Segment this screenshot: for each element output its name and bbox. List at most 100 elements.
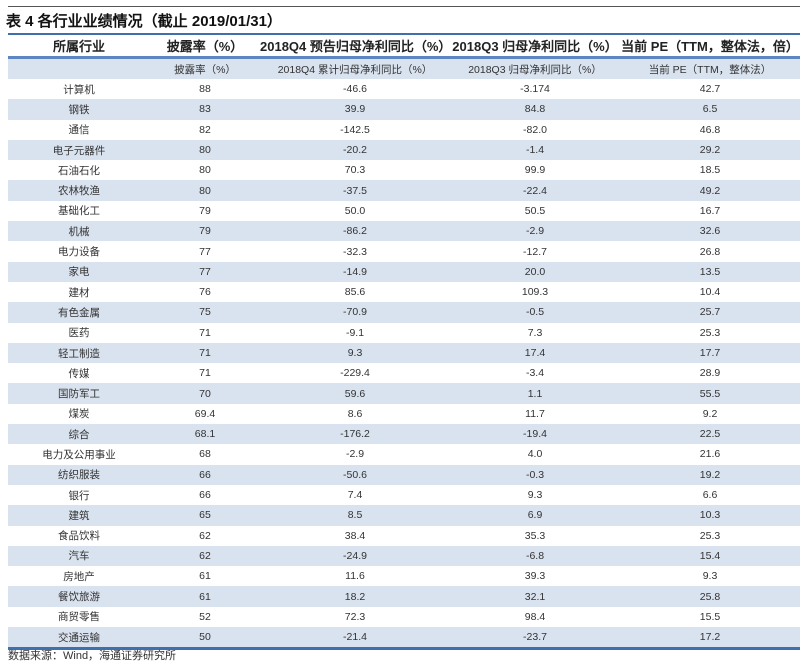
col-header: 2018Q4 预告归母净利同比（%） (260, 33, 451, 59)
industry-cell: 交通运输 (8, 627, 150, 651)
industry-cell: 有色金属 (8, 302, 150, 323)
table-row: 食品饮料 62 38.4 35.3 25.3 (8, 526, 800, 546)
value-cell: 18.2 (260, 586, 450, 607)
value-cell: 26.8 (699, 245, 721, 258)
value-cell: 17.2 (620, 627, 800, 651)
value-cell: 25.7 (620, 302, 800, 323)
value-cell: 80 (199, 164, 211, 177)
value-cell: 82 (199, 123, 211, 136)
subheader-cell: 2018Q4 累计归母净利同比（%） (260, 57, 450, 79)
col-header: 2018Q3 归母净利同比（%） (450, 33, 620, 59)
value-cell: -23.7 (450, 627, 620, 651)
table-row: 通信 82 -142.5 -82.0 46.8 (8, 120, 800, 140)
value-cell: 109.3 (521, 286, 549, 299)
industry-cell: 建筑 (8, 505, 150, 526)
value-cell: 69.4 (194, 407, 216, 420)
value-cell: 52 (199, 610, 211, 623)
value-cell: 84.8 (450, 99, 620, 120)
value-cell: 39.9 (260, 99, 450, 120)
value-cell: -32.3 (343, 245, 367, 258)
value-cell: 22.5 (620, 424, 800, 445)
value-cell: -2.9 (345, 448, 365, 461)
value-cell: -229.4 (340, 367, 370, 380)
value-cell: 70.3 (344, 164, 366, 177)
table-row: 石油石化 80 70.3 99.9 18.5 (8, 160, 800, 180)
table-row: 电力及公用事业 68 -2.9 4.0 21.6 (8, 444, 800, 464)
industry-cell: 机械 (8, 221, 150, 242)
value-cell: 9.2 (702, 407, 718, 420)
industry-cell: 计算机 (63, 83, 95, 96)
value-cell: 71 (199, 326, 211, 339)
value-cell: 35.3 (524, 529, 546, 542)
table-row: 钢铁 83 39.9 84.8 6.5 (8, 99, 800, 120)
value-cell: 9.3 (260, 342, 450, 364)
value-cell: 66 (199, 489, 211, 502)
value-cell: -1.4 (450, 139, 620, 161)
subheader-cell (8, 57, 150, 79)
value-cell: -9.1 (345, 326, 365, 339)
source-note: 数据来源：Wind，海通证券研究所 (8, 650, 177, 662)
table-row: 建材 76 85.6 109.3 10.4 (8, 282, 800, 302)
value-cell: 13.5 (620, 261, 800, 282)
value-cell: 25.8 (620, 586, 800, 607)
subheader-row: 披露率（%） 2018Q4 累计归母净利同比（%） 2018Q3 归母净利同比（… (8, 57, 800, 79)
industry-performance-table: 所属行业 披露率（%） 2018Q4 预告归母净利同比（%） 2018Q3 归母… (8, 33, 800, 651)
value-cell: 10.4 (699, 286, 721, 299)
value-cell: -20.2 (260, 139, 450, 161)
value-cell: 62 (150, 545, 260, 567)
col-header: 披露率（%） (150, 33, 260, 59)
value-cell: 83 (150, 99, 260, 120)
table-row: 煤炭 69.4 8.6 11.7 9.2 (8, 404, 800, 424)
industry-cell: 石油石化 (58, 164, 100, 177)
value-cell: 59.6 (260, 383, 450, 404)
value-cell: 6.5 (620, 99, 800, 120)
value-cell: 9.3 (527, 489, 543, 502)
industry-cell: 农林牧渔 (8, 180, 150, 201)
industry-cell: 基础化工 (58, 205, 100, 218)
industry-cell: 电力及公用事业 (42, 448, 116, 461)
value-cell: 65 (150, 505, 260, 526)
top-rule (8, 6, 800, 7)
col-header: 当前 PE（TTM，整体法，倍） (620, 33, 800, 59)
table-row: 餐饮旅游 61 18.2 32.1 25.8 (8, 586, 800, 607)
value-cell: 50 (150, 627, 260, 651)
value-cell: -50.6 (260, 464, 450, 485)
value-cell: 88 (199, 83, 211, 96)
value-cell: 39.3 (524, 570, 546, 583)
value-cell: 49.2 (620, 180, 800, 201)
table-row: 传媒 71 -229.4 -3.4 28.9 (8, 363, 800, 383)
table-row: 交通运输 50 -21.4 -23.7 17.2 (8, 627, 800, 651)
value-cell: 46.8 (699, 123, 721, 136)
industry-cell: 汽车 (8, 545, 150, 567)
table-row: 建筑 65 8.5 6.9 10.3 (8, 505, 800, 526)
value-cell: 61 (199, 570, 211, 583)
table-row: 轻工制造 71 9.3 17.4 17.7 (8, 342, 800, 364)
value-cell: 38.4 (344, 529, 366, 542)
value-cell: 1.1 (450, 383, 620, 404)
table-title: 表 4 各行业业绩情况（截止 2019/01/31） (6, 13, 282, 30)
value-cell: 77 (199, 245, 211, 258)
value-cell: -46.6 (343, 83, 367, 96)
value-cell: 80 (150, 139, 260, 161)
table-row: 家电 77 -14.9 20.0 13.5 (8, 261, 800, 282)
table-row: 电力设备 77 -32.3 -12.7 26.8 (8, 241, 800, 261)
value-cell: -70.9 (260, 302, 450, 323)
value-cell: 50.0 (344, 204, 366, 217)
value-cell: -22.4 (450, 180, 620, 201)
value-cell: 71 (150, 342, 260, 364)
value-cell: 25.3 (699, 326, 721, 339)
industry-cell: 房地产 (63, 570, 95, 583)
value-cell: 61 (150, 586, 260, 607)
subheader-cell: 当前 PE（TTM，整体法） (620, 57, 800, 79)
industry-cell: 商贸零售 (58, 611, 100, 624)
industry-cell: 煤炭 (68, 408, 90, 421)
industry-cell: 医药 (68, 327, 90, 340)
value-cell: 29.2 (620, 139, 800, 161)
header-row: 所属行业 披露率（%） 2018Q4 预告归母净利同比（%） 2018Q3 归母… (8, 33, 800, 59)
value-cell: 50.5 (524, 204, 546, 217)
value-cell: 6.9 (450, 505, 620, 526)
value-cell: 9.3 (702, 570, 718, 583)
industry-cell: 通信 (68, 124, 90, 137)
table-row: 计算机 88 -46.6 -3.174 42.7 (8, 79, 800, 99)
value-cell: 17.4 (450, 342, 620, 364)
